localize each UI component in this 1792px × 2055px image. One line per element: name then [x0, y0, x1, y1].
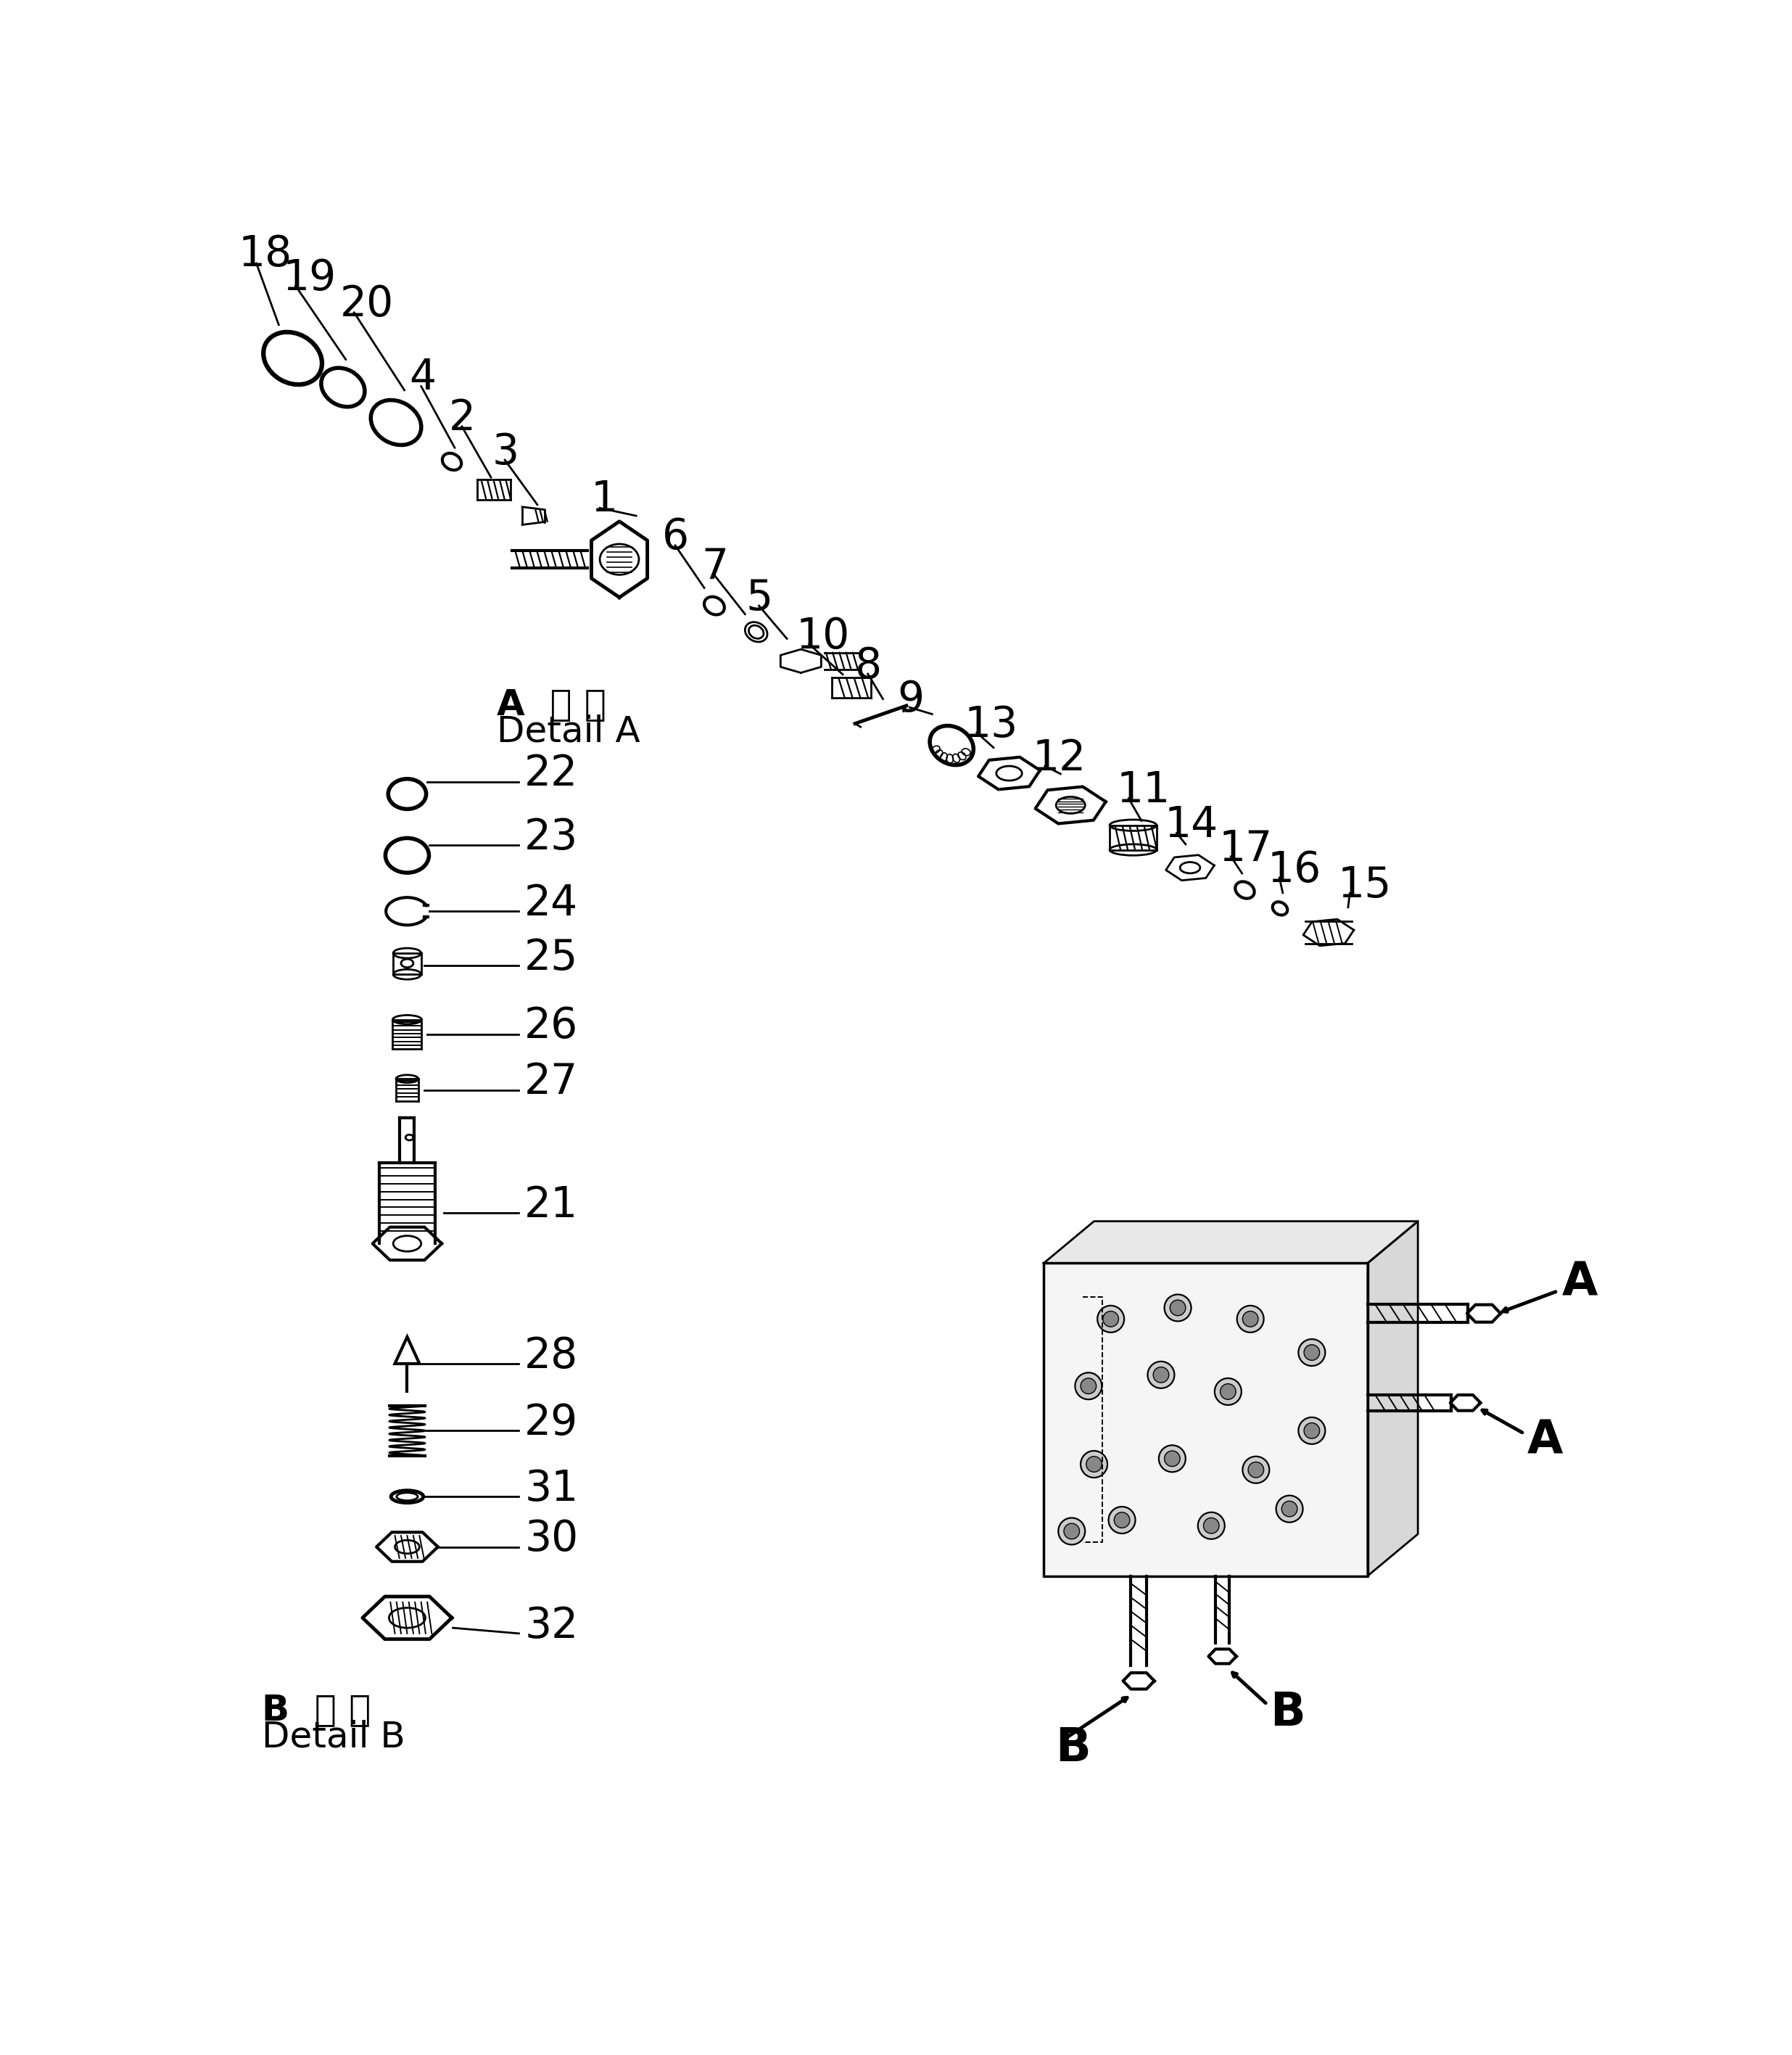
- Text: 11: 11: [1116, 771, 1170, 812]
- Circle shape: [1059, 1519, 1086, 1545]
- Text: 24: 24: [525, 884, 579, 925]
- Text: 28: 28: [525, 1336, 579, 1377]
- Text: 13: 13: [964, 705, 1018, 746]
- Text: Detail B: Detail B: [262, 1720, 405, 1755]
- Text: 9: 9: [898, 678, 925, 719]
- Text: A: A: [1563, 1260, 1598, 1305]
- Circle shape: [1249, 1461, 1263, 1478]
- Circle shape: [1154, 1367, 1168, 1383]
- Text: A: A: [1527, 1418, 1563, 1463]
- Text: 17: 17: [1219, 828, 1272, 869]
- Circle shape: [1081, 1451, 1107, 1478]
- Text: 32: 32: [525, 1605, 579, 1646]
- Text: 1: 1: [591, 479, 618, 520]
- Text: 16: 16: [1267, 849, 1321, 890]
- Circle shape: [1064, 1523, 1079, 1539]
- Circle shape: [1242, 1311, 1258, 1328]
- Text: 21: 21: [525, 1184, 579, 1225]
- Circle shape: [1147, 1362, 1174, 1389]
- Text: 22: 22: [525, 754, 579, 795]
- Circle shape: [1220, 1383, 1236, 1399]
- Circle shape: [1159, 1445, 1186, 1471]
- Text: 15: 15: [1337, 865, 1391, 906]
- Circle shape: [1204, 1519, 1219, 1533]
- Circle shape: [1081, 1379, 1097, 1393]
- Polygon shape: [394, 1338, 419, 1365]
- Text: 10: 10: [796, 616, 849, 658]
- Text: 2: 2: [448, 397, 475, 440]
- Circle shape: [1102, 1311, 1118, 1328]
- Text: 14: 14: [1165, 806, 1219, 847]
- Text: B: B: [1055, 1726, 1090, 1771]
- Text: 19: 19: [283, 257, 337, 298]
- Circle shape: [1109, 1506, 1136, 1533]
- Polygon shape: [1043, 1264, 1367, 1576]
- Text: B  詳 細: B 詳 細: [262, 1693, 371, 1728]
- Circle shape: [1299, 1340, 1326, 1367]
- Text: 8: 8: [855, 645, 882, 686]
- Text: 26: 26: [525, 1005, 579, 1046]
- Circle shape: [1242, 1457, 1269, 1484]
- Text: 12: 12: [1032, 738, 1086, 779]
- Text: 18: 18: [238, 234, 292, 275]
- Circle shape: [1075, 1373, 1102, 1399]
- Circle shape: [1165, 1451, 1179, 1467]
- Circle shape: [1215, 1379, 1242, 1406]
- Text: 25: 25: [525, 937, 579, 978]
- Circle shape: [1097, 1305, 1124, 1332]
- Text: 29: 29: [525, 1402, 579, 1443]
- Text: 3: 3: [493, 432, 520, 473]
- Circle shape: [1115, 1512, 1129, 1529]
- Text: 7: 7: [701, 547, 728, 588]
- Circle shape: [1281, 1500, 1297, 1517]
- Circle shape: [1197, 1512, 1224, 1539]
- Text: 4: 4: [409, 358, 435, 399]
- Text: 27: 27: [525, 1062, 579, 1104]
- Text: Detail A: Detail A: [496, 713, 640, 748]
- Circle shape: [1165, 1295, 1192, 1321]
- Text: A  詳 細: A 詳 細: [496, 686, 606, 721]
- Text: 31: 31: [525, 1467, 579, 1510]
- Circle shape: [1236, 1305, 1263, 1332]
- Text: 30: 30: [525, 1519, 579, 1560]
- Polygon shape: [1367, 1221, 1417, 1576]
- Circle shape: [1276, 1496, 1303, 1523]
- Text: B: B: [1271, 1691, 1305, 1734]
- Text: 23: 23: [525, 818, 579, 859]
- Text: 6: 6: [661, 516, 688, 557]
- Circle shape: [1305, 1344, 1319, 1360]
- Circle shape: [1086, 1457, 1102, 1471]
- Polygon shape: [591, 522, 647, 598]
- Text: 5: 5: [745, 577, 772, 619]
- Circle shape: [1305, 1422, 1319, 1438]
- Text: 20: 20: [340, 284, 394, 325]
- Polygon shape: [1043, 1221, 1417, 1264]
- Circle shape: [1170, 1301, 1186, 1315]
- Circle shape: [1299, 1418, 1326, 1445]
